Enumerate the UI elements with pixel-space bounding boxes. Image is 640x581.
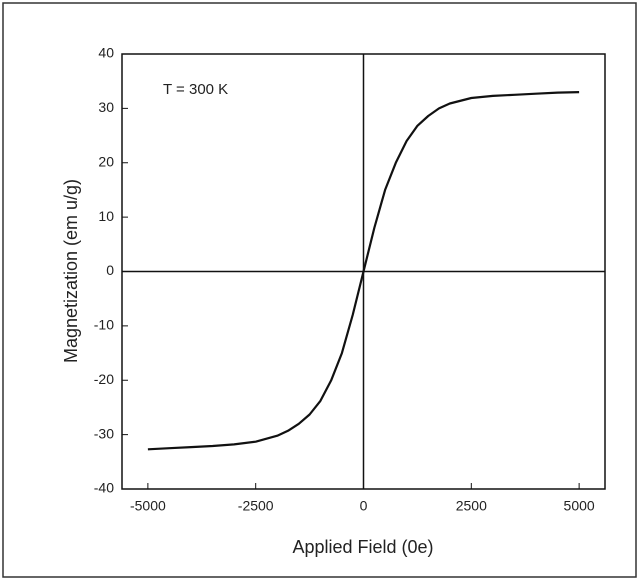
x-tick-label: -2500: [238, 498, 274, 514]
y-tick-label: 40: [98, 45, 114, 61]
x-tick-label: -5000: [130, 498, 166, 514]
x-axis-label: Applied Field (0e): [292, 537, 433, 557]
y-tick-label: -30: [94, 425, 114, 441]
y-tick-label: 10: [98, 208, 114, 224]
data-line: [147, 91, 580, 451]
y-tick-label: -40: [94, 480, 114, 496]
y-axis-label: Magnetization (em u/g): [61, 179, 81, 363]
y-tick-label: 30: [98, 99, 114, 115]
x-tick-label: 0: [360, 498, 368, 514]
x-tick-label: 2500: [456, 498, 487, 514]
y-tick-label: -10: [94, 317, 114, 333]
y-tick-label: 0: [106, 262, 114, 278]
y-tick-label: 20: [98, 153, 114, 169]
x-tick-label: 5000: [564, 498, 595, 514]
annotation: T = 300 K: [163, 81, 228, 98]
y-tick-label: -20: [94, 371, 114, 387]
